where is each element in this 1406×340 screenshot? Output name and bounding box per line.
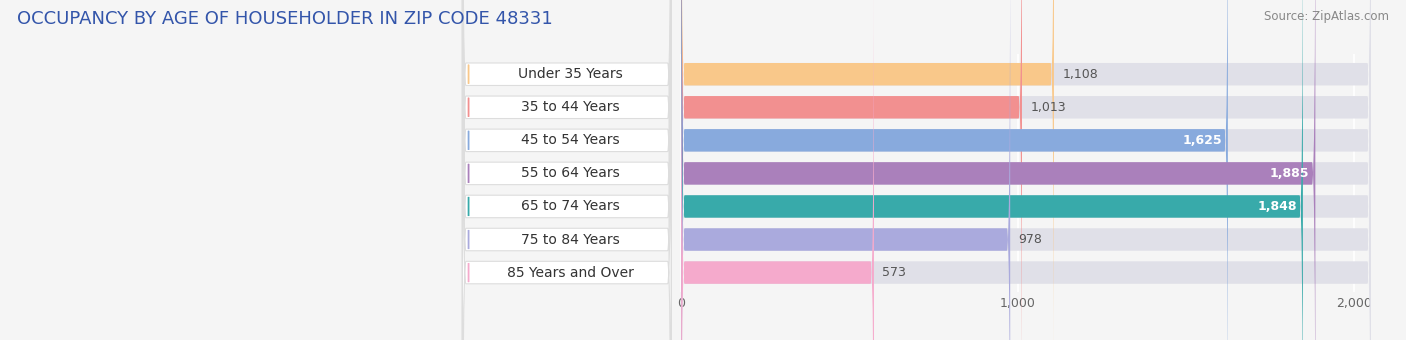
Text: 1,885: 1,885 [1270, 167, 1309, 180]
FancyBboxPatch shape [681, 0, 1010, 340]
FancyBboxPatch shape [681, 0, 1303, 340]
FancyBboxPatch shape [463, 0, 671, 340]
FancyBboxPatch shape [681, 0, 1371, 340]
FancyBboxPatch shape [681, 0, 1371, 340]
FancyBboxPatch shape [463, 0, 671, 340]
FancyBboxPatch shape [463, 0, 671, 340]
Text: 55 to 64 Years: 55 to 64 Years [520, 166, 620, 181]
FancyBboxPatch shape [681, 0, 1371, 340]
Text: Under 35 Years: Under 35 Years [517, 67, 623, 81]
Text: 85 Years and Over: 85 Years and Over [506, 266, 634, 279]
Text: Source: ZipAtlas.com: Source: ZipAtlas.com [1264, 10, 1389, 23]
FancyBboxPatch shape [681, 0, 875, 340]
FancyBboxPatch shape [463, 0, 671, 340]
Text: 65 to 74 Years: 65 to 74 Years [520, 200, 620, 214]
FancyBboxPatch shape [681, 0, 1371, 340]
Text: 45 to 54 Years: 45 to 54 Years [520, 133, 620, 147]
Text: OCCUPANCY BY AGE OF HOUSEHOLDER IN ZIP CODE 48331: OCCUPANCY BY AGE OF HOUSEHOLDER IN ZIP C… [17, 10, 553, 28]
Text: 35 to 44 Years: 35 to 44 Years [520, 100, 620, 114]
FancyBboxPatch shape [463, 0, 671, 340]
Text: 1,848: 1,848 [1257, 200, 1296, 213]
FancyBboxPatch shape [681, 0, 1371, 340]
FancyBboxPatch shape [681, 0, 1022, 340]
FancyBboxPatch shape [463, 0, 671, 340]
Text: 1,108: 1,108 [1063, 68, 1098, 81]
FancyBboxPatch shape [463, 0, 671, 340]
Text: 573: 573 [883, 266, 907, 279]
FancyBboxPatch shape [681, 0, 1227, 340]
Text: 1,625: 1,625 [1182, 134, 1222, 147]
FancyBboxPatch shape [681, 0, 1371, 340]
FancyBboxPatch shape [681, 0, 1054, 340]
Text: 75 to 84 Years: 75 to 84 Years [520, 233, 620, 246]
FancyBboxPatch shape [681, 0, 1371, 340]
Text: 1,013: 1,013 [1031, 101, 1066, 114]
FancyBboxPatch shape [681, 0, 1316, 340]
Text: 978: 978 [1018, 233, 1042, 246]
